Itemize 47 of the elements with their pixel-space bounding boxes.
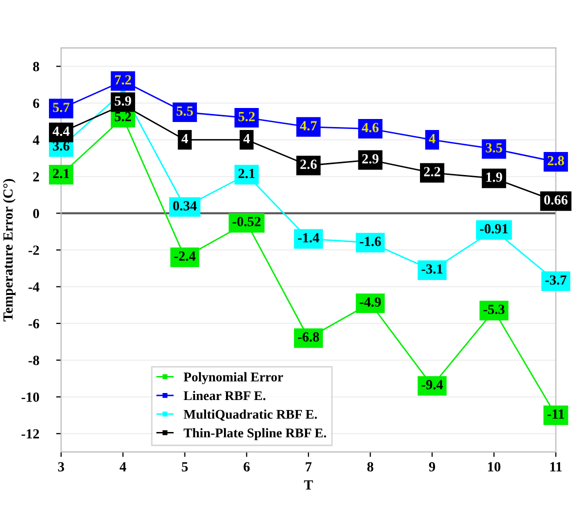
x-tick-label: 8 — [367, 462, 374, 472]
y-tick-label: -6 — [28, 319, 40, 328]
y-tick-label: -8 — [28, 356, 40, 366]
data-label: 4.6 — [362, 122, 379, 132]
y-tick-label: -10 — [22, 392, 40, 402]
data-label: 4 — [428, 134, 436, 144]
x-tick-label: 4 — [120, 462, 126, 472]
data-label: 2.6 — [300, 160, 317, 170]
x-tick-label: 11 — [550, 462, 562, 472]
data-label: 2.2 — [424, 166, 440, 176]
y-tick-label: -2 — [28, 246, 39, 255]
data-label: -11 — [547, 409, 564, 419]
data-label: 3.5 — [486, 143, 502, 153]
data-label: 5.5 — [176, 106, 193, 116]
data-label: 5.2 — [114, 112, 132, 122]
y-tick-label: 8 — [33, 62, 40, 72]
data-label: 1.9 — [486, 172, 502, 182]
y-tick-label: 4 — [32, 135, 40, 145]
data-label: 5.9 — [114, 96, 132, 106]
y-tick-label: 6 — [33, 98, 40, 108]
data-label: 5.7 — [52, 102, 70, 112]
data-label: 2.1 — [238, 168, 255, 178]
legend-label: MultiQuadratic RBF E. — [184, 409, 317, 421]
legend-label: Linear RBF E. — [184, 390, 266, 400]
x-tick-label: 7 — [306, 462, 312, 472]
data-label: 4.7 — [300, 121, 317, 130]
x-tick-label: 5 — [182, 462, 188, 472]
x-tick-label: 3 — [58, 462, 64, 472]
y-tick-label: 0 — [33, 208, 40, 218]
data-label: 2.8 — [548, 156, 564, 166]
data-label: 4 — [182, 134, 188, 144]
data-label: 4 — [243, 134, 250, 144]
x-axis-title: T — [304, 480, 313, 490]
y-tick-label: 2 — [33, 172, 39, 182]
data-label: 4.4 — [52, 126, 70, 136]
legend-label: Polynomial Error — [184, 372, 283, 384]
y-tick-label: -4 — [28, 282, 40, 292]
x-tick-label: 6 — [244, 462, 250, 472]
y-tick-label: -12 — [22, 429, 39, 438]
data-label: 7.2 — [115, 75, 132, 85]
data-label: 2.9 — [362, 154, 378, 164]
legend-label: Thin-Plate Spline RBF E. — [184, 428, 326, 440]
x-tick-label: 9 — [429, 462, 436, 472]
data-label: 2.1 — [53, 168, 70, 178]
data-label: 5.2 — [238, 112, 255, 122]
y-axis-title: Temperature Error (C°) — [2, 179, 16, 322]
x-tick-label: 10 — [488, 462, 500, 472]
